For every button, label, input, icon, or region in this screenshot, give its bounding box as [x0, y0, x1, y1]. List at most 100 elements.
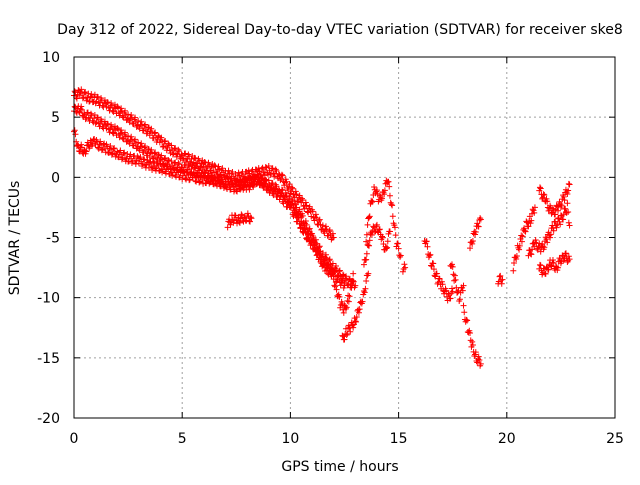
data-point	[91, 115, 98, 122]
data-series	[525, 200, 573, 259]
data-point	[527, 220, 534, 227]
data-point	[467, 245, 474, 252]
data-point	[536, 261, 543, 268]
data-point	[197, 173, 204, 180]
data-point	[104, 99, 111, 106]
x-tick-label: 10	[281, 431, 299, 447]
data-point	[165, 140, 172, 147]
data-point	[536, 184, 543, 191]
data-point	[158, 152, 165, 159]
data-point	[513, 252, 520, 259]
data-point	[71, 127, 78, 134]
data-point	[141, 122, 148, 129]
data-point	[301, 224, 308, 231]
data-point	[186, 177, 193, 184]
data-point	[340, 306, 347, 313]
data-point	[261, 177, 268, 184]
data-point	[557, 221, 564, 228]
data-point	[306, 203, 313, 210]
data-point	[146, 153, 153, 160]
data-point	[322, 223, 329, 230]
data-point	[258, 176, 265, 183]
data-point	[151, 150, 158, 157]
data-point	[148, 125, 155, 132]
data-point	[249, 182, 256, 189]
data-point	[72, 131, 79, 138]
data-point	[371, 183, 378, 190]
data-point	[316, 251, 323, 258]
data-point	[427, 251, 434, 258]
y-tick-label: -20	[37, 411, 60, 427]
data-point	[332, 279, 339, 286]
data-point	[385, 178, 392, 185]
data-point	[549, 257, 556, 264]
data-point	[174, 166, 181, 173]
data-series	[510, 204, 538, 274]
data-point	[247, 218, 254, 225]
data-point	[138, 140, 145, 147]
data-point	[475, 353, 482, 360]
data-point	[531, 204, 538, 211]
data-point	[207, 173, 214, 180]
data-point	[319, 222, 326, 229]
data-point	[565, 180, 572, 187]
data-point	[245, 174, 252, 181]
data-point	[513, 255, 520, 262]
data-point	[225, 167, 232, 174]
data-point	[96, 123, 103, 130]
data-point	[463, 316, 470, 323]
data-point	[477, 360, 484, 367]
data-point	[192, 177, 199, 184]
data-point	[368, 231, 375, 238]
data-point	[128, 133, 135, 140]
data-point	[332, 283, 339, 290]
data-point	[319, 250, 326, 257]
data-point	[366, 237, 373, 244]
data-point	[165, 156, 172, 163]
data-point	[109, 107, 116, 114]
data-point	[548, 210, 555, 217]
data-point	[430, 266, 437, 273]
data-point	[176, 148, 183, 155]
data-series	[360, 221, 393, 268]
data-point	[235, 169, 242, 176]
data-point	[78, 103, 85, 110]
data-point	[138, 118, 145, 125]
data-point	[94, 93, 101, 100]
data-point	[460, 282, 467, 289]
data-point	[373, 188, 380, 195]
data-point	[306, 225, 313, 232]
data-point	[339, 275, 346, 282]
data-point	[299, 212, 306, 219]
data-point	[336, 267, 343, 274]
data-point	[336, 293, 343, 300]
data-point	[281, 182, 288, 189]
data-point	[542, 270, 549, 277]
data-point	[314, 246, 321, 253]
data-point	[518, 238, 525, 245]
data-point	[319, 260, 326, 267]
data-point	[236, 219, 243, 226]
data-point	[108, 151, 115, 158]
data-series	[467, 215, 484, 252]
data-point	[98, 147, 105, 154]
data-point	[224, 174, 231, 181]
data-point	[302, 199, 309, 206]
data-point	[356, 306, 363, 313]
y-tick-label: 5	[51, 110, 60, 126]
data-point	[449, 288, 456, 295]
data-point	[247, 214, 254, 221]
data-point	[559, 252, 566, 259]
data-point	[155, 132, 162, 139]
data-point	[564, 200, 571, 207]
data-point	[152, 149, 159, 156]
data-point	[122, 107, 129, 114]
data-point	[132, 160, 139, 167]
data-point	[296, 214, 303, 221]
data-point	[168, 142, 175, 149]
data-point	[271, 185, 278, 192]
data-point	[341, 336, 348, 343]
data-point	[423, 238, 430, 245]
x-tick-label: 15	[390, 431, 408, 447]
data-point	[238, 211, 245, 218]
